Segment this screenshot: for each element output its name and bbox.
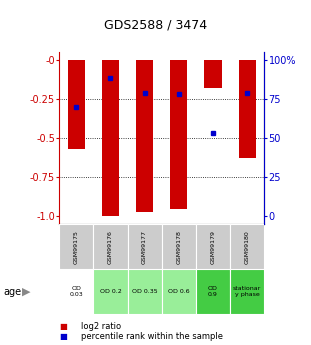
Text: percentile rank within the sample: percentile rank within the sample [81, 332, 223, 341]
Text: OD
0.9: OD 0.9 [208, 286, 218, 297]
Text: ▶: ▶ [22, 287, 31, 296]
Text: GSM99177: GSM99177 [142, 230, 147, 264]
Bar [170, 60, 187, 209]
Text: OD 0.2: OD 0.2 [100, 289, 121, 294]
Text: OD 0.35: OD 0.35 [132, 289, 157, 294]
Bar [128, 224, 162, 269]
Bar [196, 269, 230, 314]
Bar [196, 224, 230, 269]
Bar [239, 60, 256, 158]
Text: GSM99178: GSM99178 [176, 230, 181, 264]
Text: GSM99175: GSM99175 [74, 230, 79, 264]
Bar [162, 224, 196, 269]
Bar [205, 60, 221, 88]
Text: age: age [3, 287, 21, 296]
Bar [128, 269, 162, 314]
Text: GDS2588 / 3474: GDS2588 / 3474 [104, 18, 207, 31]
Text: log2 ratio: log2 ratio [81, 322, 121, 331]
Bar [162, 269, 196, 314]
Text: OD
0.03: OD 0.03 [69, 286, 83, 297]
Text: stationar
y phase: stationar y phase [233, 286, 261, 297]
Text: OD 0.6: OD 0.6 [168, 289, 190, 294]
Bar [102, 60, 119, 216]
Bar [93, 224, 128, 269]
Bar [59, 269, 93, 314]
Bar [230, 269, 264, 314]
Bar [230, 224, 264, 269]
Text: GSM99179: GSM99179 [211, 230, 216, 264]
Text: ■: ■ [59, 332, 67, 341]
Bar [59, 224, 93, 269]
Bar [68, 60, 85, 149]
Text: GSM99176: GSM99176 [108, 230, 113, 264]
Text: GSM99180: GSM99180 [245, 230, 250, 264]
Bar [136, 60, 153, 212]
Text: ■: ■ [59, 322, 67, 331]
Bar [93, 269, 128, 314]
